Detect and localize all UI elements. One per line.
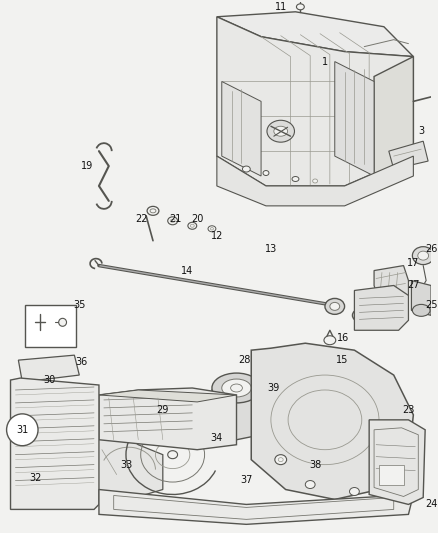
Text: 24: 24: [425, 499, 437, 510]
Text: 34: 34: [211, 433, 223, 443]
Ellipse shape: [222, 379, 251, 397]
Text: 27: 27: [407, 280, 420, 290]
Text: 31: 31: [16, 425, 28, 435]
Polygon shape: [89, 410, 163, 499]
Ellipse shape: [147, 206, 159, 215]
Polygon shape: [11, 378, 99, 510]
Text: 17: 17: [407, 257, 420, 268]
Ellipse shape: [356, 312, 363, 318]
Polygon shape: [217, 12, 413, 56]
Ellipse shape: [177, 431, 187, 439]
Polygon shape: [99, 388, 237, 450]
Polygon shape: [374, 56, 413, 186]
Text: 30: 30: [44, 375, 56, 385]
Ellipse shape: [170, 219, 175, 222]
Text: 32: 32: [29, 473, 41, 482]
Ellipse shape: [191, 224, 194, 227]
Text: 15: 15: [336, 355, 349, 365]
Ellipse shape: [374, 317, 384, 324]
Text: 28: 28: [238, 355, 251, 365]
Ellipse shape: [292, 176, 299, 181]
Text: 20: 20: [191, 214, 203, 224]
Ellipse shape: [242, 166, 250, 172]
Text: 33: 33: [120, 459, 133, 470]
Ellipse shape: [330, 302, 340, 310]
Polygon shape: [389, 141, 428, 169]
Text: 26: 26: [425, 244, 437, 254]
Circle shape: [7, 414, 38, 446]
Ellipse shape: [324, 336, 336, 345]
Ellipse shape: [274, 126, 288, 136]
Ellipse shape: [211, 228, 213, 230]
Text: 29: 29: [157, 405, 169, 415]
Polygon shape: [411, 280, 431, 316]
Ellipse shape: [159, 393, 187, 417]
Text: 37: 37: [240, 474, 253, 484]
Polygon shape: [217, 156, 413, 206]
Ellipse shape: [267, 120, 294, 142]
Ellipse shape: [413, 304, 430, 317]
Polygon shape: [18, 355, 79, 382]
Text: 22: 22: [135, 214, 148, 224]
Ellipse shape: [278, 458, 283, 462]
Polygon shape: [217, 17, 413, 186]
Ellipse shape: [212, 373, 261, 403]
Ellipse shape: [350, 488, 359, 496]
Ellipse shape: [263, 171, 269, 175]
Ellipse shape: [59, 318, 67, 326]
Text: 12: 12: [211, 231, 223, 241]
Ellipse shape: [313, 179, 318, 183]
Polygon shape: [212, 382, 266, 440]
Text: 25: 25: [425, 301, 437, 310]
Text: 36: 36: [75, 357, 88, 367]
Text: 13: 13: [265, 244, 277, 254]
Polygon shape: [354, 286, 409, 330]
Text: 14: 14: [181, 265, 194, 276]
Text: 39: 39: [268, 383, 280, 393]
Text: 35: 35: [73, 301, 85, 310]
Ellipse shape: [297, 4, 304, 10]
Text: 38: 38: [309, 459, 321, 470]
Ellipse shape: [165, 399, 180, 411]
Polygon shape: [99, 390, 237, 402]
Ellipse shape: [353, 309, 366, 321]
Polygon shape: [335, 61, 374, 176]
Bar: [379, 465, 403, 484]
Polygon shape: [20, 425, 79, 489]
Text: 1: 1: [322, 56, 328, 67]
Ellipse shape: [413, 247, 434, 264]
Ellipse shape: [329, 348, 335, 353]
Polygon shape: [369, 420, 425, 504]
Ellipse shape: [418, 251, 429, 260]
Ellipse shape: [325, 298, 345, 314]
Ellipse shape: [208, 226, 216, 232]
Text: 19: 19: [81, 161, 93, 171]
Polygon shape: [251, 343, 413, 499]
Ellipse shape: [170, 402, 176, 407]
Ellipse shape: [305, 481, 315, 489]
Bar: [25, 305, 76, 347]
Ellipse shape: [231, 384, 242, 392]
Polygon shape: [99, 489, 413, 524]
Ellipse shape: [188, 222, 197, 229]
Polygon shape: [222, 82, 261, 176]
Ellipse shape: [168, 217, 177, 225]
Ellipse shape: [275, 455, 286, 465]
Text: 21: 21: [170, 214, 182, 224]
Text: 3: 3: [418, 126, 424, 136]
Text: 16: 16: [336, 333, 349, 343]
Ellipse shape: [180, 433, 184, 437]
Text: 11: 11: [275, 2, 287, 12]
Polygon shape: [374, 265, 409, 301]
Text: 23: 23: [402, 405, 415, 415]
Ellipse shape: [150, 209, 156, 213]
